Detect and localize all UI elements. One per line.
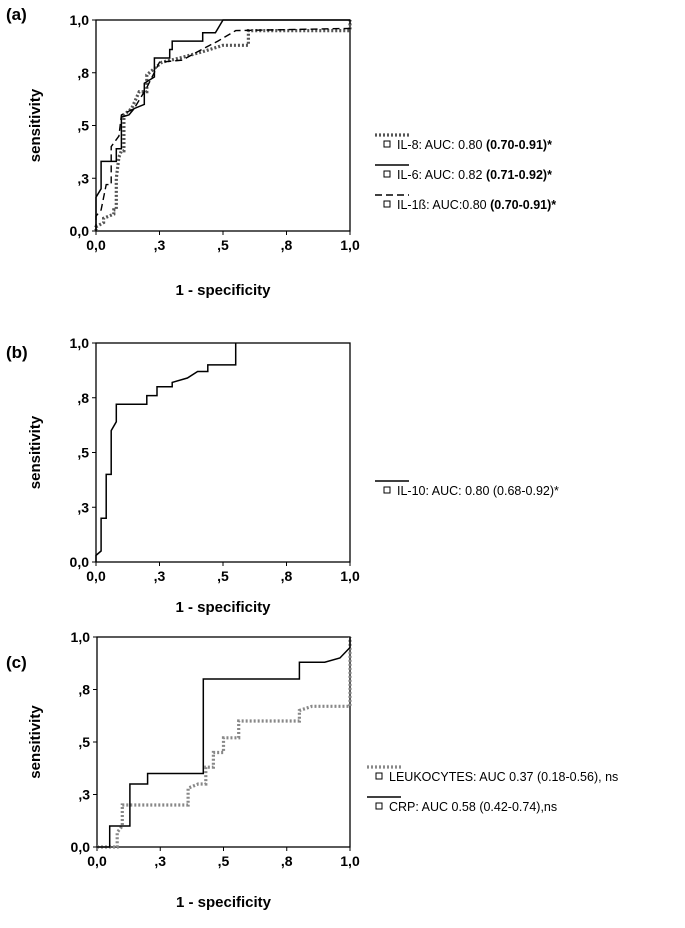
y-tick-label: 1,0 bbox=[70, 12, 90, 28]
legend-marker bbox=[375, 802, 383, 810]
y-tick-label: 1,0 bbox=[70, 335, 90, 351]
y-tick-label: 0,0 bbox=[70, 554, 90, 570]
legend-text: IL-1ß: AUC:0.80 bbox=[397, 198, 490, 212]
x-axis-label: 1 - specificity bbox=[175, 599, 271, 616]
chart-panel-b: (b) 0,0 ,3 ,5 ,8 1,0 0,0 ,3 ,5 ,8 1,0 1 - specifici… bbox=[6, 335, 559, 616]
y-tick-label: ,5 bbox=[77, 445, 89, 461]
legend-marker bbox=[383, 200, 391, 208]
legend-marker bbox=[383, 486, 391, 494]
legend-marker bbox=[383, 170, 391, 178]
y-tick-label: ,8 bbox=[77, 390, 89, 406]
x-tick-label: ,3 bbox=[154, 568, 166, 584]
y-axis-label: sensitivity bbox=[27, 415, 44, 489]
x-tick-label: ,3 bbox=[154, 853, 166, 869]
plot-frame bbox=[95, 342, 351, 563]
legend-text: IL-8: AUC: 0.80 bbox=[397, 138, 486, 152]
series-line-0 bbox=[97, 637, 352, 849]
legend-text: IL-10: AUC: 0.80 (0.68-0.92)* bbox=[397, 484, 559, 498]
x-tick-label: 0,0 bbox=[87, 853, 107, 869]
legend-text-bold: (0.70-0.91)* bbox=[486, 138, 552, 152]
x-tick-label: ,8 bbox=[281, 237, 293, 253]
x-tick-label: ,8 bbox=[281, 853, 293, 869]
y-tick-label: ,3 bbox=[77, 499, 89, 515]
x-tick-label: ,5 bbox=[217, 568, 229, 584]
x-tick-label: 1,0 bbox=[340, 853, 360, 869]
chart-panel-c: (c) 0,0 ,3 ,5 ,8 1,0 0,0 ,3 ,5 ,8 1,0 1 - specifici… bbox=[6, 629, 618, 911]
legend-marker bbox=[383, 140, 391, 148]
y-tick-label: ,8 bbox=[78, 682, 90, 698]
y-axis-label: sensitivity bbox=[27, 705, 44, 779]
x-tick-label: 0,0 bbox=[86, 568, 106, 584]
series-line-0 bbox=[94, 20, 352, 231]
legend-text-bold: (0.70-0.91)* bbox=[490, 198, 556, 212]
x-tick-label: 1,0 bbox=[340, 237, 360, 253]
series-line-2 bbox=[95, 20, 351, 231]
x-tick-label: ,3 bbox=[154, 237, 166, 253]
x-tick-label: 0,0 bbox=[86, 237, 106, 253]
chart-panel-a: (a) 0,0 ,3 ,5 ,8 1,0 0,0 ,3 ,5 ,8 1,0 1 - specifici… bbox=[6, 5, 556, 299]
y-tick-label: ,3 bbox=[78, 787, 90, 803]
plot-frame bbox=[95, 19, 351, 232]
y-tick-label: 0,0 bbox=[70, 223, 90, 239]
legend-text-bold: (0.71-0.92)* bbox=[486, 168, 552, 182]
legend-marker bbox=[375, 772, 383, 780]
legend-entry: IL-8: AUC: 0.80 (0.70-0.91)* bbox=[397, 138, 552, 152]
y-tick-label: ,8 bbox=[77, 65, 89, 81]
x-tick-label: ,5 bbox=[217, 237, 229, 253]
series-line-1 bbox=[97, 637, 351, 848]
panel-label: (c) bbox=[6, 653, 27, 672]
y-tick-label: ,5 bbox=[78, 734, 90, 750]
legend-text: LEUKOCYTES: AUC 0.37 (0.18-0.56), ns bbox=[389, 770, 618, 784]
series-line-1 bbox=[95, 19, 350, 231]
x-tick-label: ,8 bbox=[281, 568, 293, 584]
legend-text: IL-6: AUC: 0.82 bbox=[397, 168, 486, 182]
panel-label: (a) bbox=[6, 5, 27, 24]
y-tick-label: ,5 bbox=[77, 118, 89, 134]
x-axis-label: 1 - specificity bbox=[176, 894, 272, 911]
legend-entry: LEUKOCYTES: AUC 0.37 (0.18-0.56), ns bbox=[389, 770, 618, 784]
y-tick-label: 0,0 bbox=[71, 839, 91, 855]
x-axis-label: 1 - specificity bbox=[175, 282, 271, 299]
legend-entry: CRP: AUC 0.58 (0.42-0.74),ns bbox=[389, 800, 557, 814]
panel-label: (b) bbox=[6, 343, 28, 362]
x-tick-label: ,5 bbox=[218, 853, 230, 869]
y-tick-label: ,3 bbox=[77, 170, 89, 186]
series-line-0 bbox=[95, 343, 237, 562]
y-axis-label: sensitivity bbox=[27, 88, 44, 162]
legend-text: CRP: AUC 0.58 (0.42-0.74),ns bbox=[389, 800, 557, 814]
x-tick-label: 1,0 bbox=[340, 568, 360, 584]
legend-entry: IL-10: AUC: 0.80 (0.68-0.92)* bbox=[397, 484, 559, 498]
legend-entry: IL-6: AUC: 0.82 (0.71-0.92)* bbox=[397, 168, 552, 182]
y-tick-label: 1,0 bbox=[71, 629, 91, 645]
legend-entry: IL-1ß: AUC:0.80 (0.70-0.91)* bbox=[397, 198, 556, 212]
